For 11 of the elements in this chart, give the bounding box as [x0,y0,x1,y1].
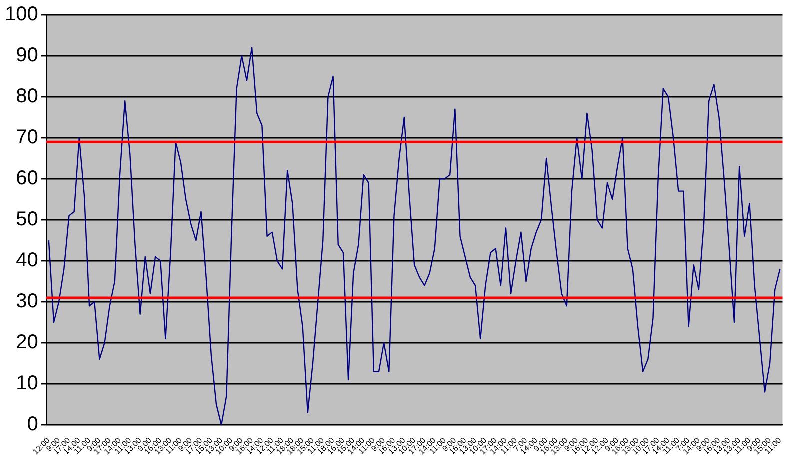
y-tick-label: 30 [16,290,38,313]
y-tick-label: 50 [16,208,38,231]
y-tick-label: 70 [16,126,38,149]
y-tick-label: 10 [16,372,38,395]
y-tick-label: 100 [4,4,38,26]
y-tick-label: 80 [16,86,38,108]
y-tick-label: 20 [16,332,38,354]
y-tick-label: 0 [27,414,38,436]
y-tick-label: 90 [16,44,38,67]
y-tick-label: 60 [16,168,38,190]
y-tick-label: 40 [16,250,38,272]
